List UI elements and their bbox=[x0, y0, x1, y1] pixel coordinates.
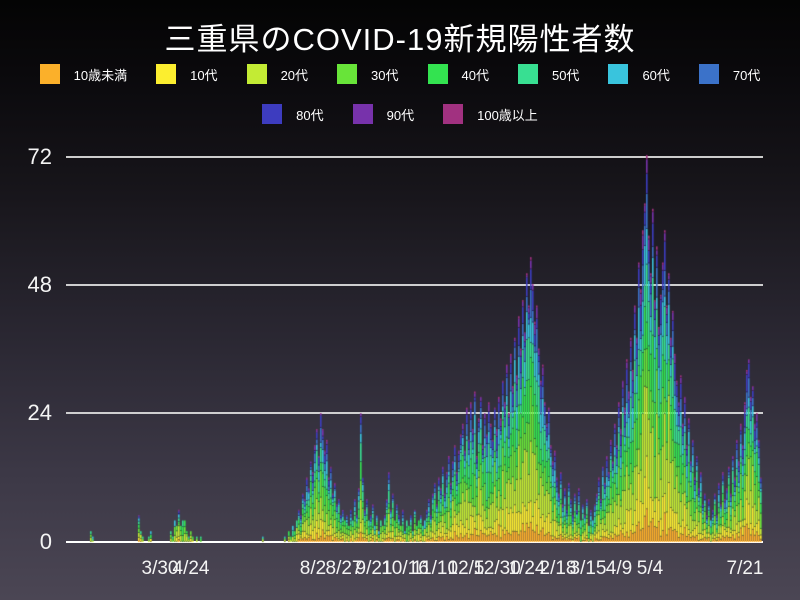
legend-swatch-icon bbox=[427, 64, 448, 84]
x-tick-label: 3/15 bbox=[569, 558, 607, 579]
legend-label: 50代 bbox=[551, 67, 580, 83]
legend-label: 10歳未満 bbox=[73, 67, 128, 83]
chart-title: 三重県のCOVID-19新規陽性者数 bbox=[164, 22, 636, 57]
legend-swatch-icon bbox=[352, 104, 373, 124]
stacked-bars-canvas bbox=[66, 148, 768, 544]
legend-swatch-icon bbox=[262, 104, 283, 124]
legend-swatch-icon bbox=[443, 104, 464, 124]
x-tick-label: 12/5 bbox=[447, 558, 485, 579]
legend-swatch-icon bbox=[337, 64, 358, 84]
legend-item: 80代 bbox=[262, 104, 324, 124]
x-tick-label: 7/21 bbox=[726, 558, 764, 579]
x-tick-label: 11/10 bbox=[411, 558, 459, 579]
legend-label: 70代 bbox=[732, 67, 761, 83]
x-tick-label: 4/24 bbox=[172, 558, 210, 579]
legend-item: 40代 bbox=[427, 64, 489, 84]
legend-label: 60代 bbox=[642, 67, 670, 83]
legend-swatch-icon bbox=[608, 64, 629, 84]
x-tick-label: 12/30 bbox=[473, 558, 521, 579]
legend-swatch-icon bbox=[39, 64, 60, 84]
legend-item: 20代 bbox=[246, 64, 309, 84]
legend-item: 50代 bbox=[517, 64, 580, 84]
legend-item: 100歳以上 bbox=[443, 104, 538, 124]
legend-row-2: 80代 90代 100歳以上 bbox=[0, 104, 800, 124]
x-tick-label: 3/30 bbox=[141, 558, 179, 579]
legend-row-1: 10歳未満 10代 20代 30代 40代 50代 60代 70代 bbox=[0, 64, 800, 84]
legend-label: 30代 bbox=[371, 67, 399, 83]
legend-item: 10代 bbox=[156, 64, 218, 84]
legend-item: 10歳未満 bbox=[39, 64, 128, 84]
legend-item: 90代 bbox=[352, 104, 415, 124]
legend-swatch-icon bbox=[517, 64, 538, 84]
x-tick-label: 1/24 bbox=[508, 558, 546, 579]
y-tick-label-24: 24 bbox=[27, 400, 52, 425]
legend-swatch-icon bbox=[246, 64, 267, 84]
legend-item: 30代 bbox=[337, 64, 399, 84]
legend-label: 80代 bbox=[296, 107, 324, 123]
legend-swatch-icon bbox=[156, 64, 177, 84]
y-tick-label-48: 48 bbox=[27, 272, 52, 297]
y-tick-label-0: 0 bbox=[39, 529, 52, 554]
legend-label: 90代 bbox=[386, 107, 415, 123]
x-tick-label: 5/4 bbox=[636, 558, 664, 579]
legend-label: 40代 bbox=[461, 67, 489, 83]
legend-label: 20代 bbox=[280, 67, 309, 83]
legend-swatch-icon bbox=[698, 64, 719, 84]
legend-label: 100歳以上 bbox=[477, 107, 538, 123]
x-tick-label: 4/9 bbox=[605, 558, 633, 579]
x-tick-label: 8/27 bbox=[325, 558, 363, 579]
legend-item: 70代 bbox=[698, 64, 761, 84]
legend-item: 60代 bbox=[608, 64, 670, 84]
x-tick-label: 8/2 bbox=[299, 558, 327, 579]
x-tick-label: 10/16 bbox=[381, 558, 429, 579]
y-tick-label-72: 72 bbox=[27, 144, 52, 169]
x-tick-label: 9/21 bbox=[355, 558, 393, 579]
x-tick-label: 2/18 bbox=[539, 558, 577, 579]
legend-label: 10代 bbox=[190, 67, 218, 83]
